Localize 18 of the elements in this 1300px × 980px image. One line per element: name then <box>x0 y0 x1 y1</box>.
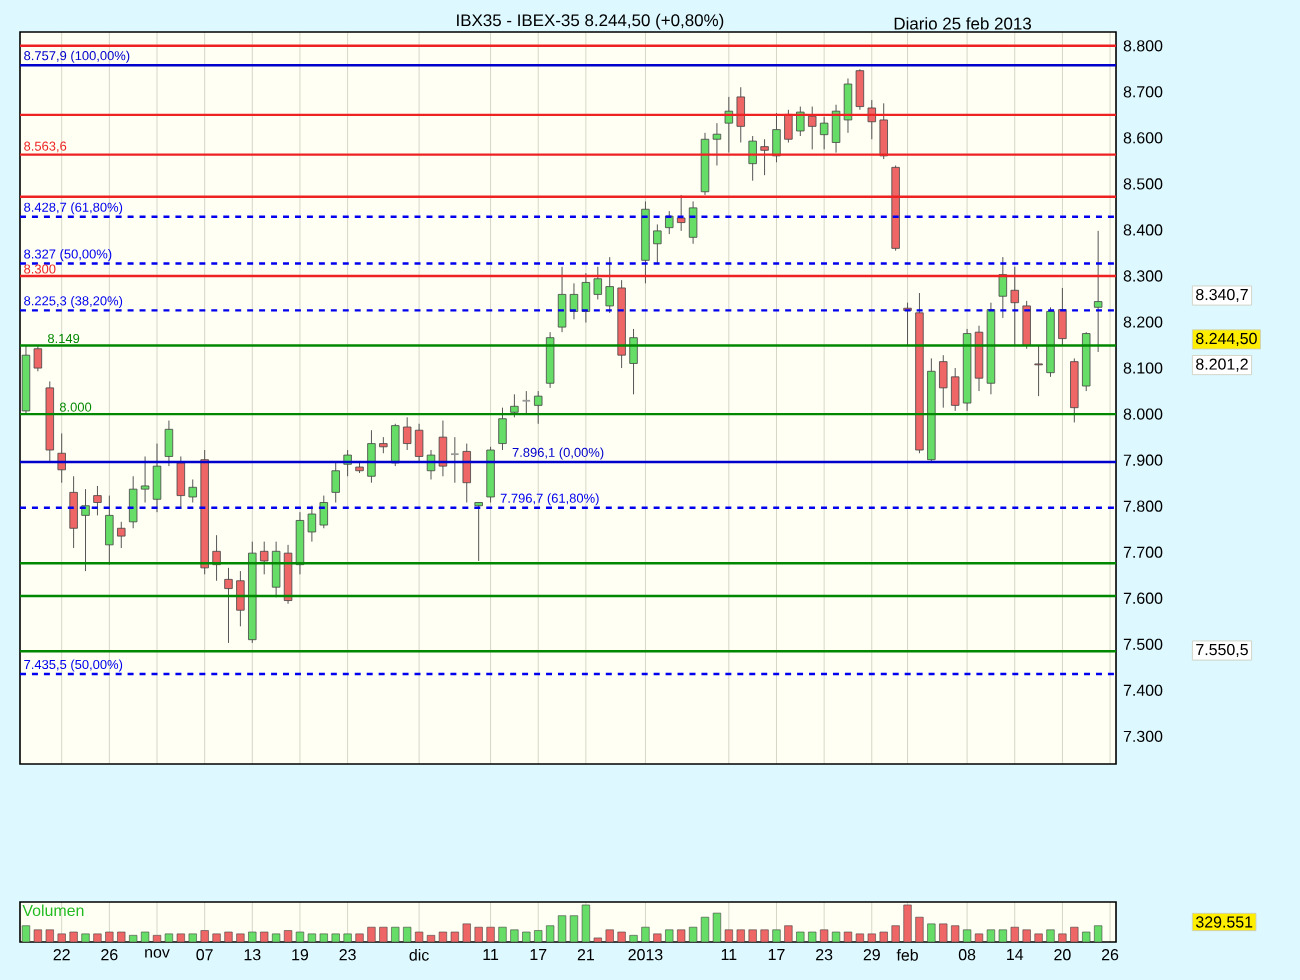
candlestick <box>462 443 471 503</box>
candlestick <box>331 462 340 503</box>
candlestick <box>450 436 460 484</box>
chart-title: IBX35 - IBEX-35 8.244,50 (+0,80%) <box>457 13 724 30</box>
candlestick <box>1022 300 1031 350</box>
candlestick <box>510 393 519 418</box>
candlestick <box>498 407 507 451</box>
chart-subtitle: Diario 25 feb 2013 <box>894 17 1032 30</box>
candlestick <box>57 432 66 484</box>
candlestick <box>712 122 722 166</box>
candlestick <box>534 390 543 425</box>
candlestick <box>545 331 555 389</box>
candlestick <box>1093 230 1103 353</box>
candlestick <box>521 390 532 415</box>
candlestick <box>474 502 483 562</box>
candlestick <box>164 420 174 467</box>
candlestick <box>486 446 495 503</box>
candlestick <box>93 485 102 516</box>
